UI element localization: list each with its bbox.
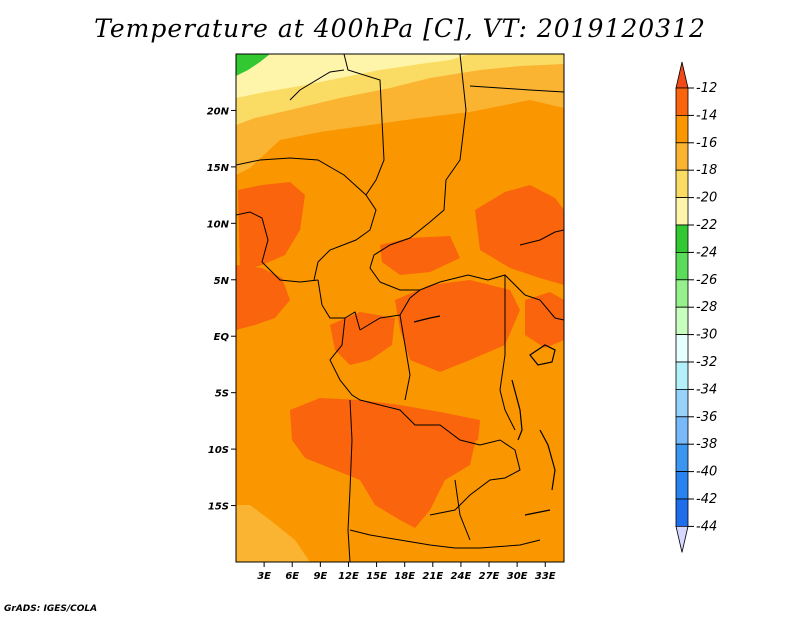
- colorbar-swatch: [675, 471, 689, 500]
- colorbar-swatch: [675, 498, 689, 527]
- y-tick-label: 15S: [208, 502, 229, 513]
- colorbar-swatch: [675, 279, 689, 308]
- lakes: [413, 315, 556, 516]
- footer-credit: GrADS: IGES/COLA: [4, 604, 98, 614]
- colorbar-label: -14: [696, 108, 717, 123]
- y-tick-label: 10N: [207, 219, 230, 230]
- colorbar-swatch: [675, 115, 689, 144]
- x-tick-label: 9E: [313, 571, 327, 582]
- colorbar-swatch: [675, 416, 689, 445]
- y-tick-label: 15N: [207, 163, 230, 174]
- colorbar-swatch: [675, 169, 689, 198]
- colorbar-label: -20: [696, 191, 717, 206]
- colorbar-label: -40: [696, 465, 717, 480]
- x-tick-label: 6E: [285, 571, 299, 582]
- warm-southeast: [455, 418, 480, 445]
- x-tick-label: 24E: [451, 571, 472, 582]
- colorbar-label: -42: [696, 492, 717, 507]
- colorbar-label: -44: [696, 519, 717, 534]
- map-title: Temperature at 400hPa [C], VT: 201912031…: [94, 14, 706, 43]
- x-tick-label: 18E: [394, 571, 415, 582]
- x-tick-label: 3E: [257, 571, 271, 582]
- y-tick-label: 5S: [215, 389, 229, 400]
- warm-central-west: [330, 312, 395, 365]
- colorbar-label: -18: [696, 163, 717, 178]
- colorbar-label: -22: [696, 218, 717, 233]
- warm-east: [475, 185, 564, 285]
- colorbar-swatch: [675, 388, 689, 418]
- warm-northwest: [238, 182, 305, 272]
- warm-west-coast: [236, 265, 290, 330]
- colorbar-label: -16: [696, 136, 717, 151]
- y-axis: 20N 15N 10N 5N EQ 5S 10S 15S: [207, 106, 236, 513]
- colorbar-label: -38: [696, 437, 717, 452]
- map-frame: [235, 53, 565, 563]
- colorbar-label: -28: [696, 300, 717, 315]
- colorbar-label: -34: [696, 382, 717, 397]
- colorbar-swatch: [675, 334, 689, 363]
- colorbar-label: -24: [696, 245, 717, 260]
- y-tick-label: 10S: [208, 445, 229, 456]
- warm-sudan: [380, 236, 460, 275]
- colorbar-label: -32: [696, 355, 717, 370]
- y-tick-label: 5N: [214, 276, 230, 287]
- band-16-18-southwest: [236, 505, 310, 562]
- warm-central: [395, 280, 520, 372]
- colorbar-label: -12: [696, 81, 717, 96]
- x-axis: 3E 6E 9E 12E 15E 18E 21E 24E 27E 30E 33E: [257, 562, 556, 582]
- band-22-24-corner: [236, 54, 270, 76]
- x-tick-label: 27E: [479, 571, 500, 582]
- country-borders: [236, 54, 564, 562]
- colorbar-bottom-arrow: [675, 526, 689, 553]
- y-tick-label: EQ: [214, 332, 230, 343]
- colorbar-label: -36: [696, 410, 717, 425]
- y-tick-label: 20N: [207, 106, 230, 117]
- x-tick-label: 12E: [338, 571, 359, 582]
- colorbar-swatch: [675, 224, 689, 253]
- colorbar-swatch: [675, 361, 689, 390]
- x-tick-label: 21E: [422, 571, 443, 582]
- colorbar-swatch: [675, 443, 689, 473]
- colorbar-swatch: [675, 87, 689, 116]
- colorbar: -12 -14 -16 -18 -20 -22 -24 -26 -28 -30 -32 -34 -36 -…: [675, 61, 717, 553]
- colorbar-swatch: [675, 251, 689, 281]
- warm-lakes: [525, 292, 564, 348]
- colorbar-swatch: [675, 197, 689, 226]
- colorbar-swatch: [675, 142, 689, 171]
- temperature-field: [236, 54, 564, 562]
- x-tick-label: 30E: [507, 571, 528, 582]
- colorbar-top-arrow: [675, 61, 689, 89]
- band-20-22-north: [236, 54, 470, 98]
- x-tick-label: 15E: [366, 571, 387, 582]
- colorbar-label: -30: [696, 328, 717, 343]
- warm-south: [290, 398, 480, 528]
- colorbar-label: -26: [696, 273, 717, 288]
- x-tick-label: 33E: [535, 571, 556, 582]
- colorbar-swatch: [675, 306, 689, 336]
